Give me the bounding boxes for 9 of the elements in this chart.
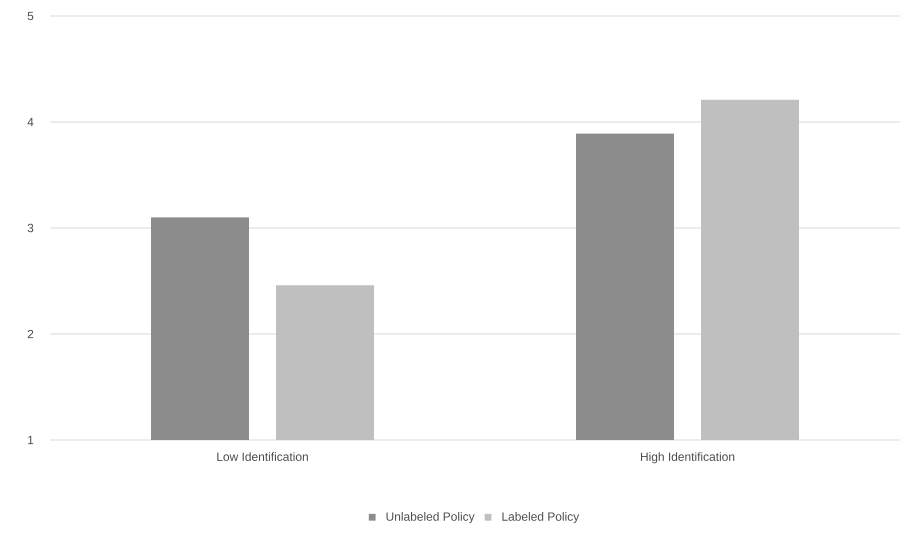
y-tick-label: 4: [27, 118, 34, 126]
x-tick-label: High Identification: [640, 452, 734, 464]
legend-label: Unlabeled Policy: [386, 512, 475, 524]
x-tick-label: Low Identification: [217, 452, 308, 461]
y-tick-label: 5: [28, 12, 34, 20]
legend-label: Labeled Policy: [502, 512, 580, 524]
y-tick-label: 1: [28, 436, 34, 444]
y-tick-label: 3: [28, 224, 34, 232]
y-tick-label: 2: [28, 330, 34, 338]
